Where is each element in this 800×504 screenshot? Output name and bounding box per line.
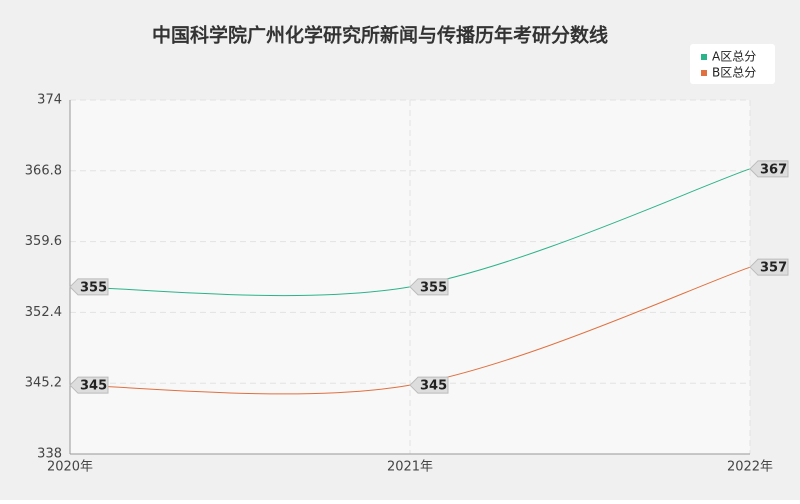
x-tick-label: 2022年 [727, 460, 773, 475]
y-tick-label: 359.6 [25, 234, 62, 249]
chart-title: 中国科学院广州化学研究所新闻与传播历年考研分数线 [152, 24, 608, 47]
value-label-tag [409, 278, 449, 296]
value-label-tag [69, 278, 109, 296]
value-label-tag [409, 376, 449, 394]
legend-label: A区总分 [712, 50, 756, 64]
legend-swatch [701, 54, 707, 60]
x-tick-label: 2020年 [47, 460, 93, 475]
legend-box [690, 44, 775, 84]
legend-swatch [701, 70, 707, 76]
y-tick-label: 352.4 [25, 305, 62, 320]
value-label-tag [749, 258, 789, 276]
y-tick-label: 366.8 [25, 163, 62, 178]
y-tick-label: 338 [37, 447, 62, 462]
value-label: 345 [420, 379, 447, 394]
value-label: 355 [80, 280, 107, 295]
y-tick-label: 374 [37, 93, 62, 108]
value-label: 357 [760, 261, 787, 276]
value-label: 345 [80, 379, 107, 394]
value-label: 355 [420, 280, 447, 295]
value-label-tag [69, 376, 109, 394]
value-label: 367 [760, 162, 787, 177]
x-tick-label: 2021年 [387, 460, 433, 475]
value-label-tag [749, 160, 789, 178]
y-tick-label: 345.2 [25, 376, 62, 391]
legend-label: B区总分 [712, 66, 756, 80]
